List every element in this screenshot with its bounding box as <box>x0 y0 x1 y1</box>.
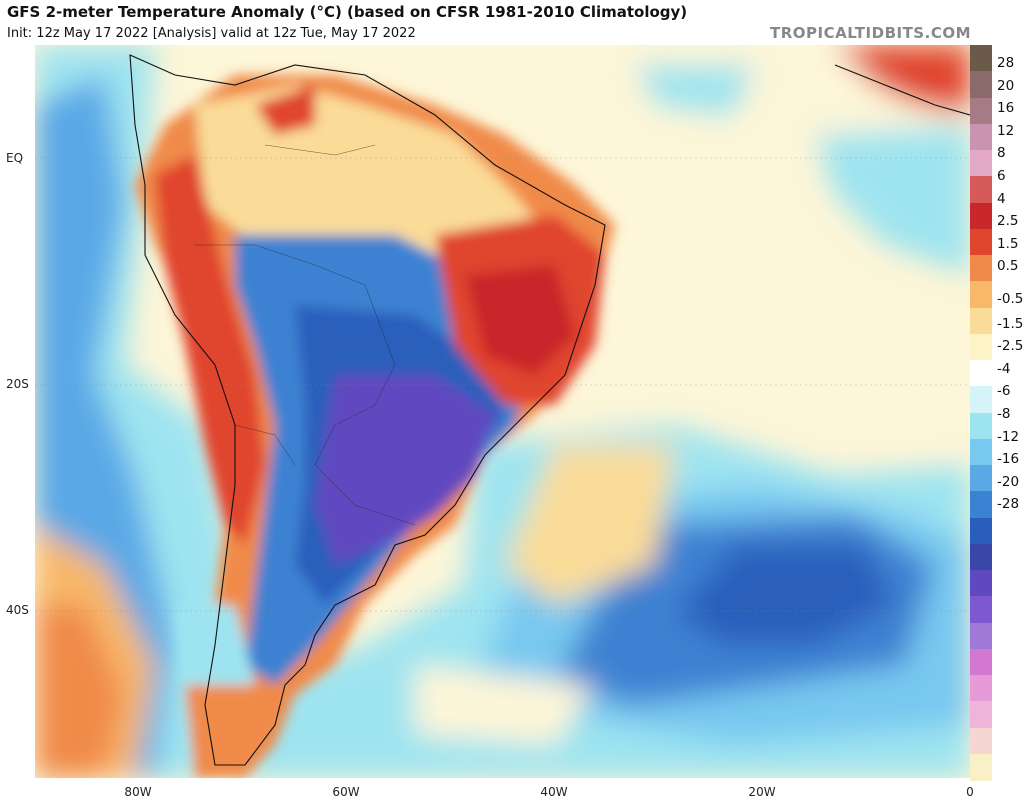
colorbar-swatch <box>970 281 992 308</box>
lon-label-80w: 80W <box>124 785 152 799</box>
lon-label-0: 0 <box>966 785 974 799</box>
colorbar-legend: 28 20 16 12 8 6 4 2.5 1.5 0.5 -0.5 -1.5 -2.5 -4 -6 -8 -1… <box>970 45 1024 781</box>
colorbar-swatch <box>970 701 992 728</box>
colorbar-swatch <box>970 412 992 440</box>
colorbar-label: 4 <box>997 190 1006 207</box>
colorbar-label: 0.5 <box>997 258 1019 275</box>
colorbar-label: -1.5 <box>997 315 1024 332</box>
colorbar-label: -4 <box>997 360 1011 377</box>
colorbar-label: 28 <box>997 55 1015 71</box>
colorbar-swatch <box>970 333 992 361</box>
colorbar-label: -2.5 <box>997 338 1024 355</box>
page-title: GFS 2-meter Temperature Anomaly (°C) (ba… <box>7 3 688 21</box>
lon-label-60w: 60W <box>332 785 360 799</box>
colorbar-swatch <box>970 753 992 781</box>
colorbar-swatch <box>970 150 992 177</box>
colorbar-swatch <box>970 71 992 98</box>
init-valid-info: Init: 12z May 17 2022 [Analysis] valid a… <box>7 26 416 41</box>
colorbar-label: 6 <box>997 168 1006 184</box>
colorbar-label: -6 <box>997 383 1011 400</box>
colorbar-swatch <box>970 202 992 230</box>
temperature-anomaly-map <box>35 45 970 778</box>
lat-label-eq: EQ <box>6 151 24 165</box>
colorbar-label: 16 <box>997 100 1015 117</box>
colorbar-swatch <box>970 465 992 492</box>
colorbar-label: -28 <box>997 496 1020 513</box>
colorbar-swatch <box>970 228 992 256</box>
colorbar-label: 8 <box>997 145 1006 162</box>
colorbar-label: -12 <box>997 428 1020 445</box>
colorbar-swatch <box>970 675 992 702</box>
colorbar-swatch <box>970 360 992 387</box>
colorbar-label: 1.5 <box>997 235 1019 252</box>
lat-label-20s: 20S <box>6 377 29 391</box>
colorbar-swatch <box>970 596 992 623</box>
colorbar-swatch <box>970 648 992 676</box>
colorbar-label: -0.5 <box>997 291 1024 307</box>
colorbar-swatch <box>970 97 992 125</box>
anomaly-field <box>35 45 970 778</box>
colorbar-label: 12 <box>997 122 1015 139</box>
colorbar-swatch <box>970 517 992 545</box>
colorbar-swatch <box>970 491 992 518</box>
colorbar-swatch <box>970 123 992 151</box>
colorbar-swatch <box>970 176 992 203</box>
colorbar-swatch <box>970 386 992 413</box>
colorbar-swatch <box>970 45 992 72</box>
colorbar-swatch <box>970 255 992 282</box>
lon-label-40w: 40W <box>540 785 568 799</box>
colorbar-swatch <box>970 570 992 597</box>
lat-label-40s: 40S <box>6 603 29 617</box>
colorbar-swatch <box>970 543 992 571</box>
colorbar-label: -8 <box>997 406 1011 422</box>
colorbar-swatch <box>970 622 992 650</box>
colorbar-swatch <box>970 438 992 466</box>
colorbar-label: 20 <box>997 77 1015 94</box>
colorbar-label: -20 <box>997 473 1020 490</box>
colorbar-swatch <box>970 727 992 755</box>
colorbar-swatch <box>970 307 992 335</box>
lon-label-20w: 20W <box>748 785 776 799</box>
brand-watermark: TROPICALTIDBITS.COM <box>770 24 971 42</box>
colorbar-label: -16 <box>997 451 1020 468</box>
colorbar-label: 2.5 <box>997 213 1019 230</box>
